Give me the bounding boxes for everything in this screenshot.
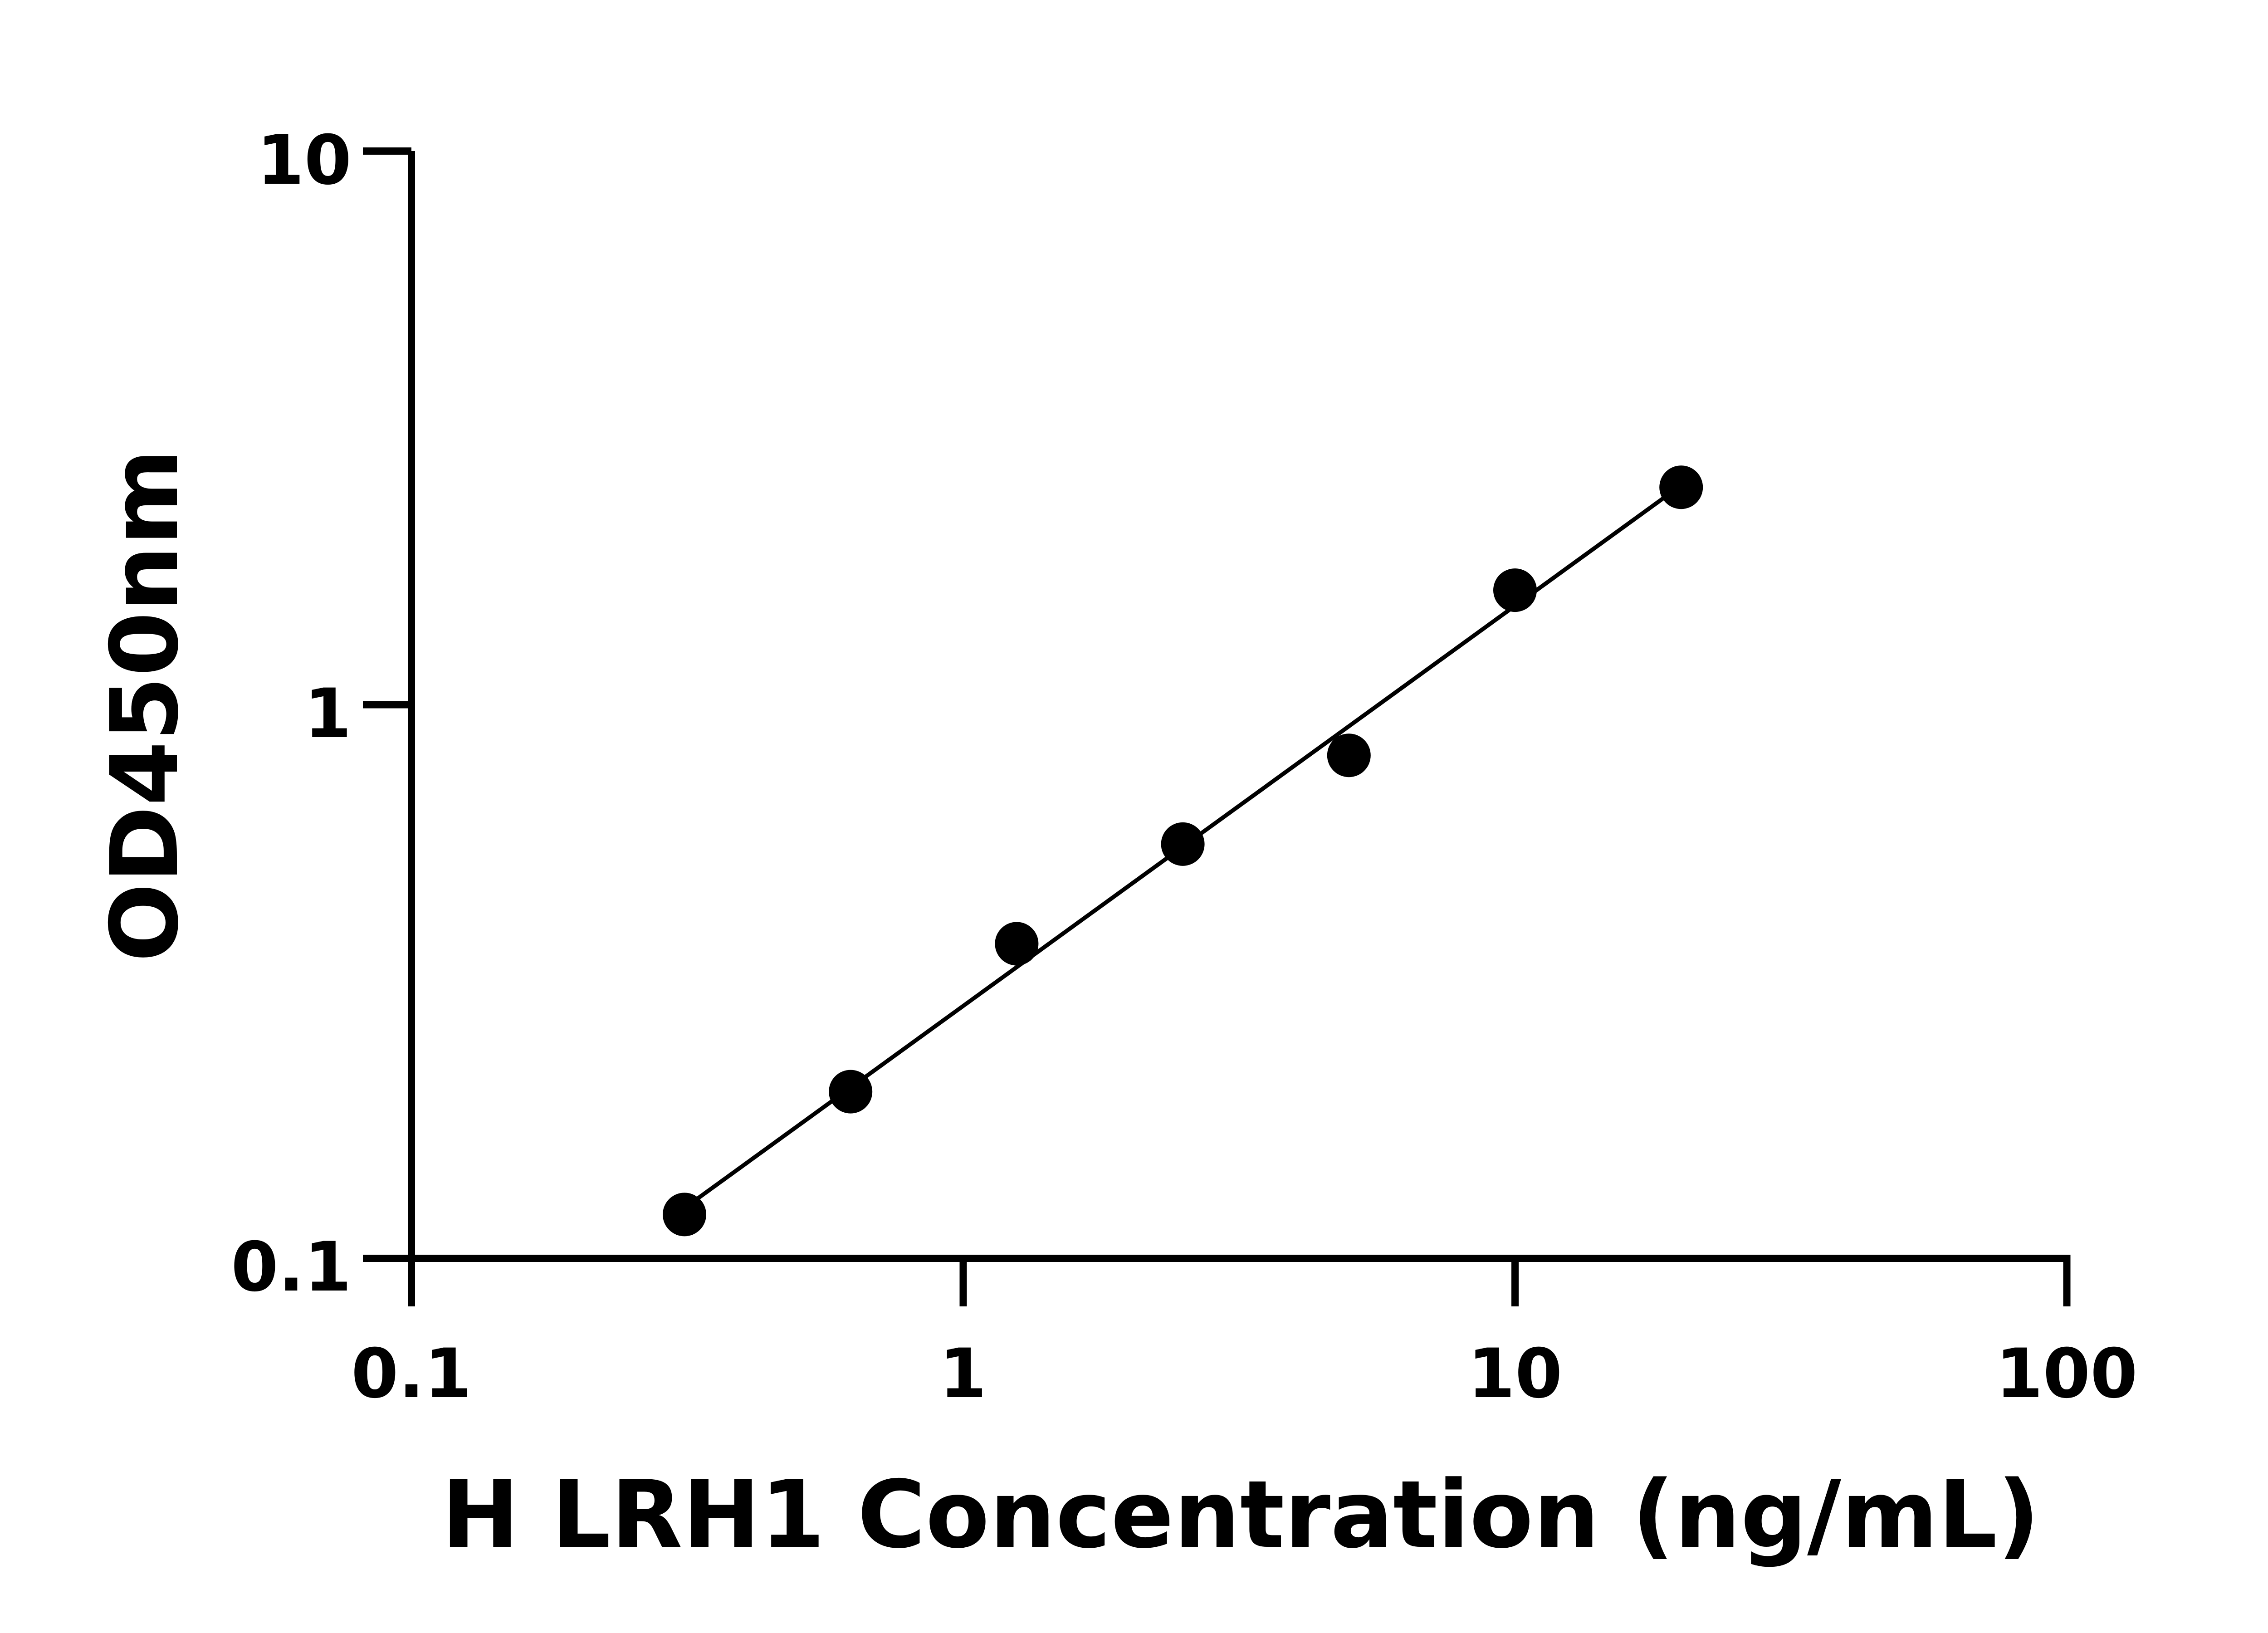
data-point [1161,822,1205,866]
x-axis-title: H LRH1 Concentration (ng/mL) [441,1461,2040,1569]
x-tick-label: 10 [1468,1335,1563,1413]
y-tick-label: 0.1 [231,1228,352,1307]
data-point [1659,465,1703,509]
data-point [829,1070,873,1114]
data-point [1493,568,1537,612]
data-point [995,922,1039,966]
data-points [662,465,1703,1237]
x-tick-label: 1 [939,1335,987,1413]
y-axis-title: OD450nm [91,449,199,962]
y-tick-label: 10 [257,121,352,200]
data-point [1327,733,1371,777]
y-tick-label: 1 [304,675,352,753]
x-tick-label: 100 [1995,1335,2137,1413]
x-tick-label: 0.1 [351,1335,472,1413]
axes [363,147,2071,1306]
data-point [662,1193,706,1237]
